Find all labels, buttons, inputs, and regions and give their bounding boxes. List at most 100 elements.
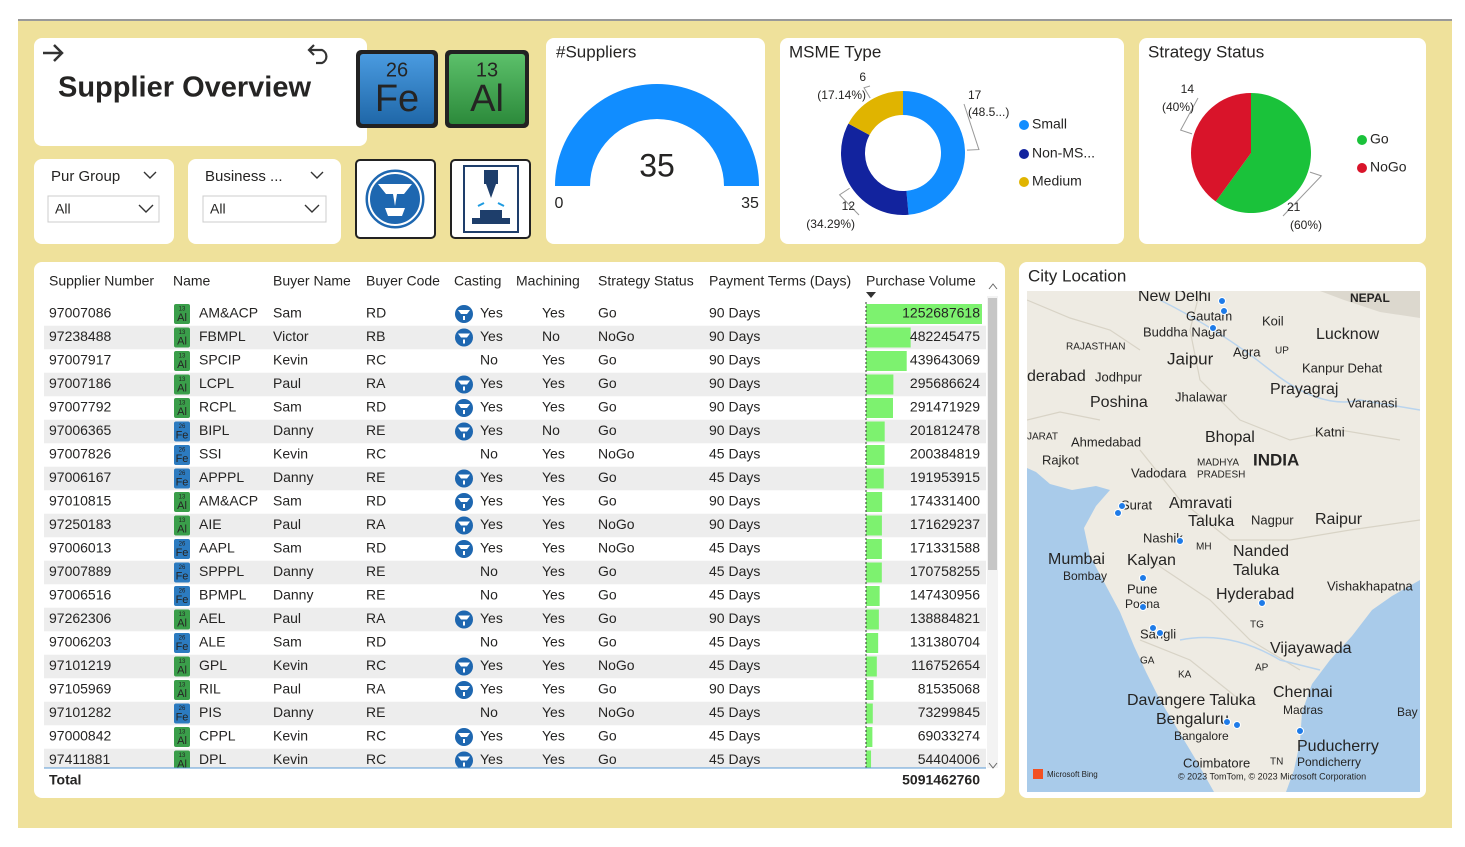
cell: RA	[366, 610, 386, 626]
column-header[interactable]: Purchase Volume	[866, 273, 976, 289]
city-dot[interactable]	[1149, 624, 1157, 632]
data-bar	[866, 539, 882, 559]
cell: Go	[598, 305, 617, 321]
city-dot[interactable]	[1218, 297, 1226, 305]
cell: 45 Days	[709, 469, 760, 485]
filter-dropdown[interactable]	[202, 195, 327, 223]
scroll-up[interactable]	[988, 283, 998, 290]
cell: Yes	[480, 728, 503, 744]
metal-icon-symbol: Fe	[176, 453, 189, 465]
cell: Paul	[273, 516, 301, 532]
cell: Sam	[273, 305, 302, 321]
cell: 45 Days	[709, 634, 760, 650]
cell: 97007186	[49, 375, 112, 391]
data-label: 21	[1287, 200, 1301, 214]
cell: Kevin	[273, 446, 308, 462]
column-header[interactable]: Buyer Code	[366, 273, 440, 289]
city-dot[interactable]	[1156, 629, 1164, 637]
cell: Yes	[542, 352, 565, 368]
cell: Go	[598, 681, 617, 697]
map-label: Kalyan	[1127, 552, 1176, 569]
city-dot[interactable]	[1139, 574, 1147, 582]
city-dot[interactable]	[1114, 509, 1122, 517]
cell: 90 Days	[709, 422, 760, 438]
column-header[interactable]: Payment Terms (Days)	[709, 273, 851, 289]
cell: RC	[366, 657, 386, 673]
row-band	[44, 325, 986, 350]
cell-number: 69033274	[918, 728, 981, 744]
city-dot[interactable]	[1233, 721, 1241, 729]
data-bar	[866, 562, 882, 583]
cell: RD	[366, 305, 386, 321]
metal-icon-number: 13	[179, 401, 186, 407]
map-label: UP	[1275, 346, 1289, 357]
metal-icon-number: 13	[179, 330, 186, 336]
map-label: Kanpur Dehat	[1302, 360, 1383, 375]
city-dot[interactable]	[1220, 307, 1228, 315]
map-label: Katni	[1315, 424, 1345, 439]
column-header[interactable]: Strategy Status	[598, 273, 694, 289]
cell: RC	[366, 446, 386, 462]
metal-icon-number: 13	[179, 377, 186, 383]
map-label: RAJASTHAN	[1066, 342, 1125, 353]
cell: Danny	[273, 587, 313, 603]
legend-marker	[1357, 163, 1367, 173]
metal-icon	[174, 304, 190, 324]
cell: Go	[598, 751, 617, 767]
city-dot[interactable]	[1139, 603, 1147, 611]
column-header[interactable]: Casting	[454, 273, 501, 289]
city-dot[interactable]	[1296, 727, 1304, 735]
cell: Yes	[480, 540, 503, 556]
fe-tile	[360, 54, 434, 124]
data-label: 14	[1181, 82, 1195, 96]
map-label: Chennai	[1273, 684, 1333, 701]
map-label: Nagpur	[1251, 512, 1294, 527]
cell: SPPPL	[199, 563, 244, 579]
scroll-down[interactable]	[988, 762, 998, 769]
city-dot[interactable]	[1258, 599, 1266, 607]
column-header[interactable]: Supplier Number	[49, 273, 154, 289]
cell-number: 171331588	[910, 540, 980, 556]
filter-dropdown[interactable]	[47, 195, 160, 223]
metal-icon	[174, 609, 190, 630]
undo-button[interactable]	[307, 44, 328, 65]
metal-icon-number: 13	[179, 612, 186, 618]
cell: 97006013	[49, 540, 112, 556]
cell: No	[480, 634, 498, 650]
filter-collapse[interactable]	[310, 171, 324, 179]
cell: No	[480, 587, 498, 603]
cell: Kevin	[273, 352, 308, 368]
cell: RD	[366, 540, 386, 556]
column-header[interactable]: Buyer Name	[273, 273, 351, 289]
cell: 97006167	[49, 469, 112, 485]
map-label: Jhalawar	[1175, 389, 1228, 404]
cell: 97007086	[49, 305, 112, 321]
cell: Sam	[273, 540, 302, 556]
metal-icon-symbol: Fe	[176, 711, 189, 723]
cell: Paul	[273, 681, 301, 697]
city-dot[interactable]	[1209, 324, 1217, 332]
city-dot[interactable]	[1118, 502, 1126, 510]
column-header[interactable]: Name	[173, 273, 211, 289]
map-label: Mumbai	[1048, 551, 1105, 568]
row-band	[44, 419, 986, 444]
cell: Yes	[542, 516, 565, 532]
metal-icon	[174, 351, 190, 371]
data-bar	[866, 327, 911, 348]
metal-icon	[174, 680, 190, 700]
scrollbar-thumb[interactable]	[988, 298, 997, 570]
cell: RC	[366, 751, 386, 767]
city-dot[interactable]	[1223, 718, 1231, 726]
page-title: Supplier Overview	[58, 72, 311, 104]
column-header[interactable]: Machining	[516, 273, 580, 289]
cell: DPL	[199, 751, 226, 767]
forward-arrow[interactable]	[43, 44, 64, 62]
metal-icon-symbol: Al	[177, 617, 187, 629]
casting-icon-ladle	[458, 662, 470, 673]
cell: Sam	[273, 399, 302, 415]
city-dot[interactable]	[1176, 537, 1184, 545]
metal-icon	[174, 539, 190, 559]
filter-collapse[interactable]	[143, 171, 157, 179]
cell: 97007826	[49, 446, 112, 462]
